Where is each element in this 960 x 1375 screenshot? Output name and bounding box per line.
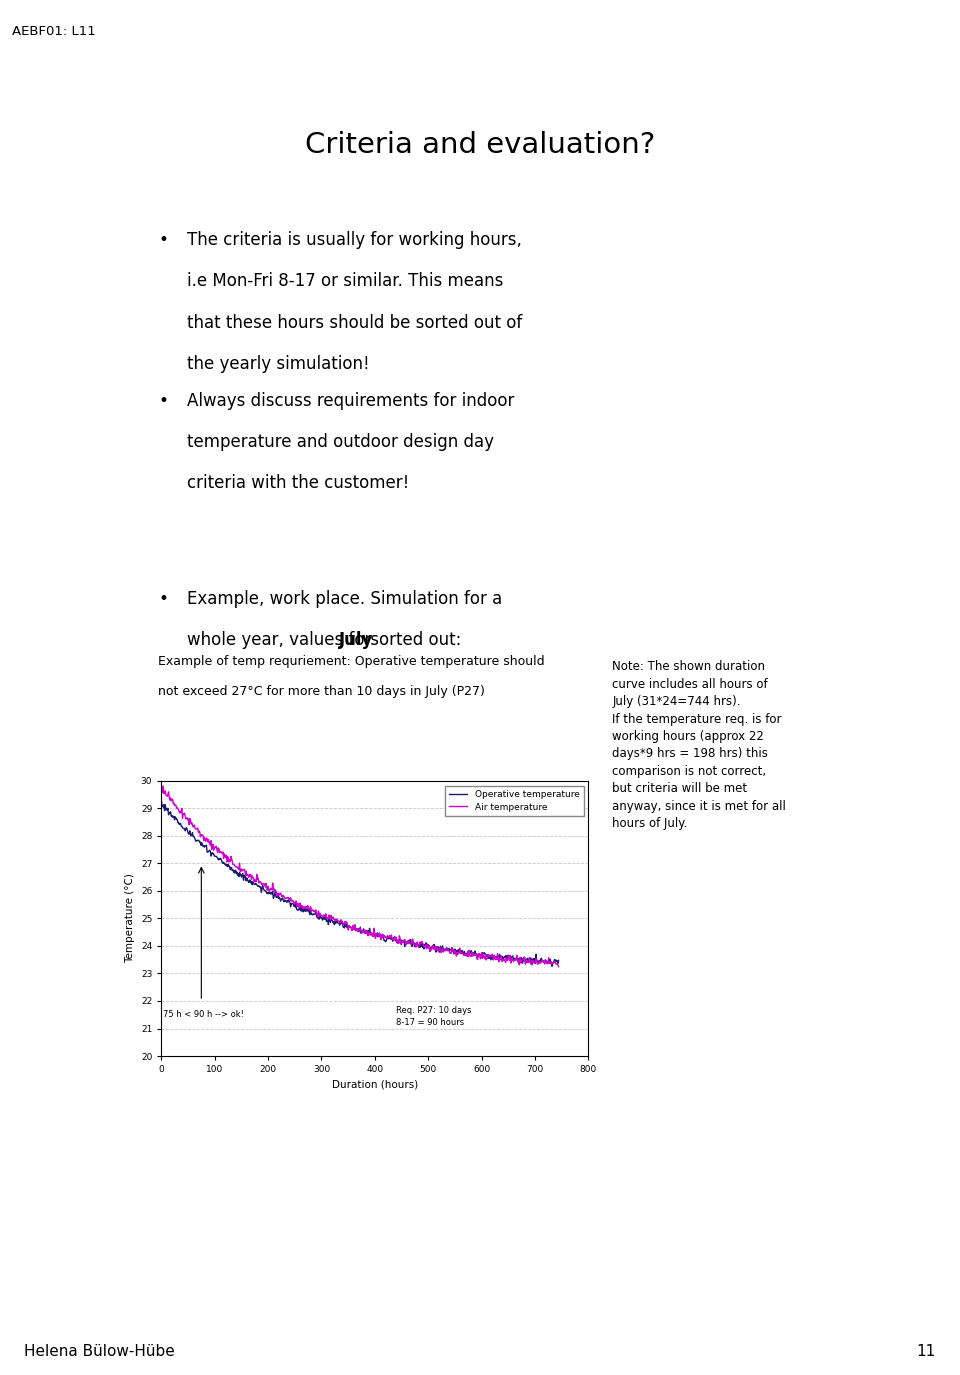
Text: Req. P27: 10 days
8-17 = 90 hours: Req. P27: 10 days 8-17 = 90 hours [396, 1006, 471, 1027]
Operative temperature [553, 951, 564, 968]
Operative temperature [156, 792, 167, 808]
Operative temperature [390, 931, 401, 947]
Text: 11: 11 [917, 1343, 936, 1358]
Line: Air temperature: Air temperature [161, 786, 559, 967]
Text: i.e Mon-Fri 8-17 or similar. This means: i.e Mon-Fri 8-17 or similar. This means [187, 272, 504, 290]
X-axis label: Duration (hours): Duration (hours) [332, 1079, 418, 1089]
Text: Criteria and evaluation?: Criteria and evaluation? [305, 131, 655, 158]
Air temperature [258, 876, 270, 892]
Text: AEBF01: L11: AEBF01: L11 [12, 25, 95, 37]
Text: Note: The shown duration
curve includes all hours of
July (31*24=744 hrs).
If th: Note: The shown duration curve includes … [612, 660, 786, 830]
Text: Example of temp requriement: Operative temperature should: Example of temp requriement: Operative t… [158, 654, 545, 667]
Text: the yearly simulation!: the yearly simulation! [187, 355, 370, 373]
Air temperature [227, 854, 238, 870]
Air temperature [455, 945, 467, 961]
Text: July: July [339, 631, 372, 649]
Operative temperature [226, 859, 237, 876]
Text: whole year, values for: whole year, values for [187, 631, 377, 649]
Y-axis label: Temperature (°C): Temperature (°C) [125, 873, 135, 964]
Air temperature [157, 778, 169, 795]
Operative temperature [546, 958, 558, 975]
Text: Helena Bülow-Hübe: Helena Bülow-Hübe [24, 1343, 175, 1358]
Text: •: • [158, 590, 168, 608]
Air temperature [421, 936, 433, 953]
Air temperature [391, 930, 402, 946]
Text: The criteria is usually for working hours,: The criteria is usually for working hour… [187, 231, 522, 249]
Text: sorted out:: sorted out: [365, 631, 461, 649]
Air temperature [336, 913, 348, 930]
Operative temperature [420, 941, 432, 957]
Text: 75 h < 90 h --> ok!: 75 h < 90 h --> ok! [163, 1011, 244, 1019]
Text: •: • [158, 392, 168, 410]
Air temperature [156, 780, 167, 796]
Text: Always discuss requirements for indoor: Always discuss requirements for indoor [187, 392, 515, 410]
Text: that these hours should be sorted out of: that these hours should be sorted out of [187, 314, 522, 331]
Text: not exceed 27°C for more than 10 days in July (P27): not exceed 27°C for more than 10 days in… [158, 685, 485, 697]
Operative temperature [257, 880, 269, 896]
Line: Operative temperature: Operative temperature [161, 800, 559, 967]
Operative temperature [455, 942, 467, 958]
Legend: Operative temperature, Air temperature: Operative temperature, Air temperature [444, 785, 584, 817]
Text: criteria with the customer!: criteria with the customer! [187, 474, 410, 492]
Text: •: • [158, 231, 168, 249]
Text: temperature and outdoor design day: temperature and outdoor design day [187, 433, 494, 451]
Operative temperature [335, 914, 347, 931]
Text: Example, work place. Simulation for a: Example, work place. Simulation for a [187, 590, 502, 608]
Air temperature [553, 958, 564, 975]
